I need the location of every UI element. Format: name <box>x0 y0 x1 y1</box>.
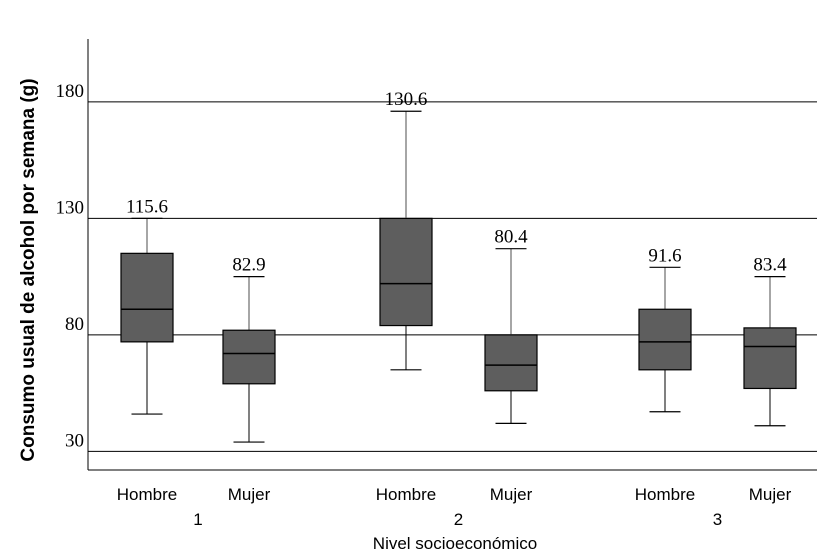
boxes: 115.6 82.9 130.6 80.4 91.6 83.4 <box>120 89 797 443</box>
y-tick-label: 30 <box>65 430 84 451</box>
y-tick-labels: 30 80 130 180 <box>56 81 85 451</box>
group-label: 1 <box>193 510 202 529</box>
x-axis-title: Nivel socioeconómico <box>373 534 537 553</box>
box-hombre-2: 130.6 <box>379 89 433 371</box>
y-axis-title: Consumo usual de alcohol por semana (g) <box>18 78 39 461</box>
box-body <box>743 327 797 390</box>
box-hombre-3: 91.6 <box>638 245 692 413</box>
box-body <box>379 217 433 327</box>
category-label: Hombre <box>376 485 436 504</box>
box-body <box>484 334 538 392</box>
category-label: Hombre <box>635 485 695 504</box>
box-hombre-1: 115.6 <box>120 196 174 415</box>
gridlines <box>88 101 817 452</box>
max-annotation: 83.4 <box>753 255 787 276</box>
max-annotation: 115.6 <box>126 196 168 217</box>
max-annotation: 82.9 <box>232 255 265 276</box>
box-body <box>638 308 692 371</box>
box-body <box>222 329 276 385</box>
category-label: Mujer <box>490 485 533 504</box>
box-body <box>120 252 174 343</box>
box-mujer-2: 80.4 <box>484 227 538 425</box>
max-annotation: 80.4 <box>494 227 528 248</box>
category-label: Mujer <box>228 485 271 504</box>
y-tick-label: 180 <box>56 81 85 102</box>
x-tick-labels: Hombre Mujer Hombre Mujer Hombre Mujer 1 2 3 <box>117 485 792 529</box>
plot-frame <box>87 39 817 471</box>
max-annotation: 91.6 <box>648 245 681 266</box>
y-tick-label: 130 <box>56 197 85 218</box>
box-mujer-3: 83.4 <box>743 255 797 427</box>
group-label: 2 <box>454 510 463 529</box>
category-label: Hombre <box>117 485 177 504</box>
category-label: Mujer <box>749 485 792 504</box>
y-tick-label: 80 <box>65 314 84 335</box>
group-label: 3 <box>713 510 722 529</box>
max-annotation: 130.6 <box>385 89 428 110</box>
box-mujer-1: 82.9 <box>222 255 276 443</box>
